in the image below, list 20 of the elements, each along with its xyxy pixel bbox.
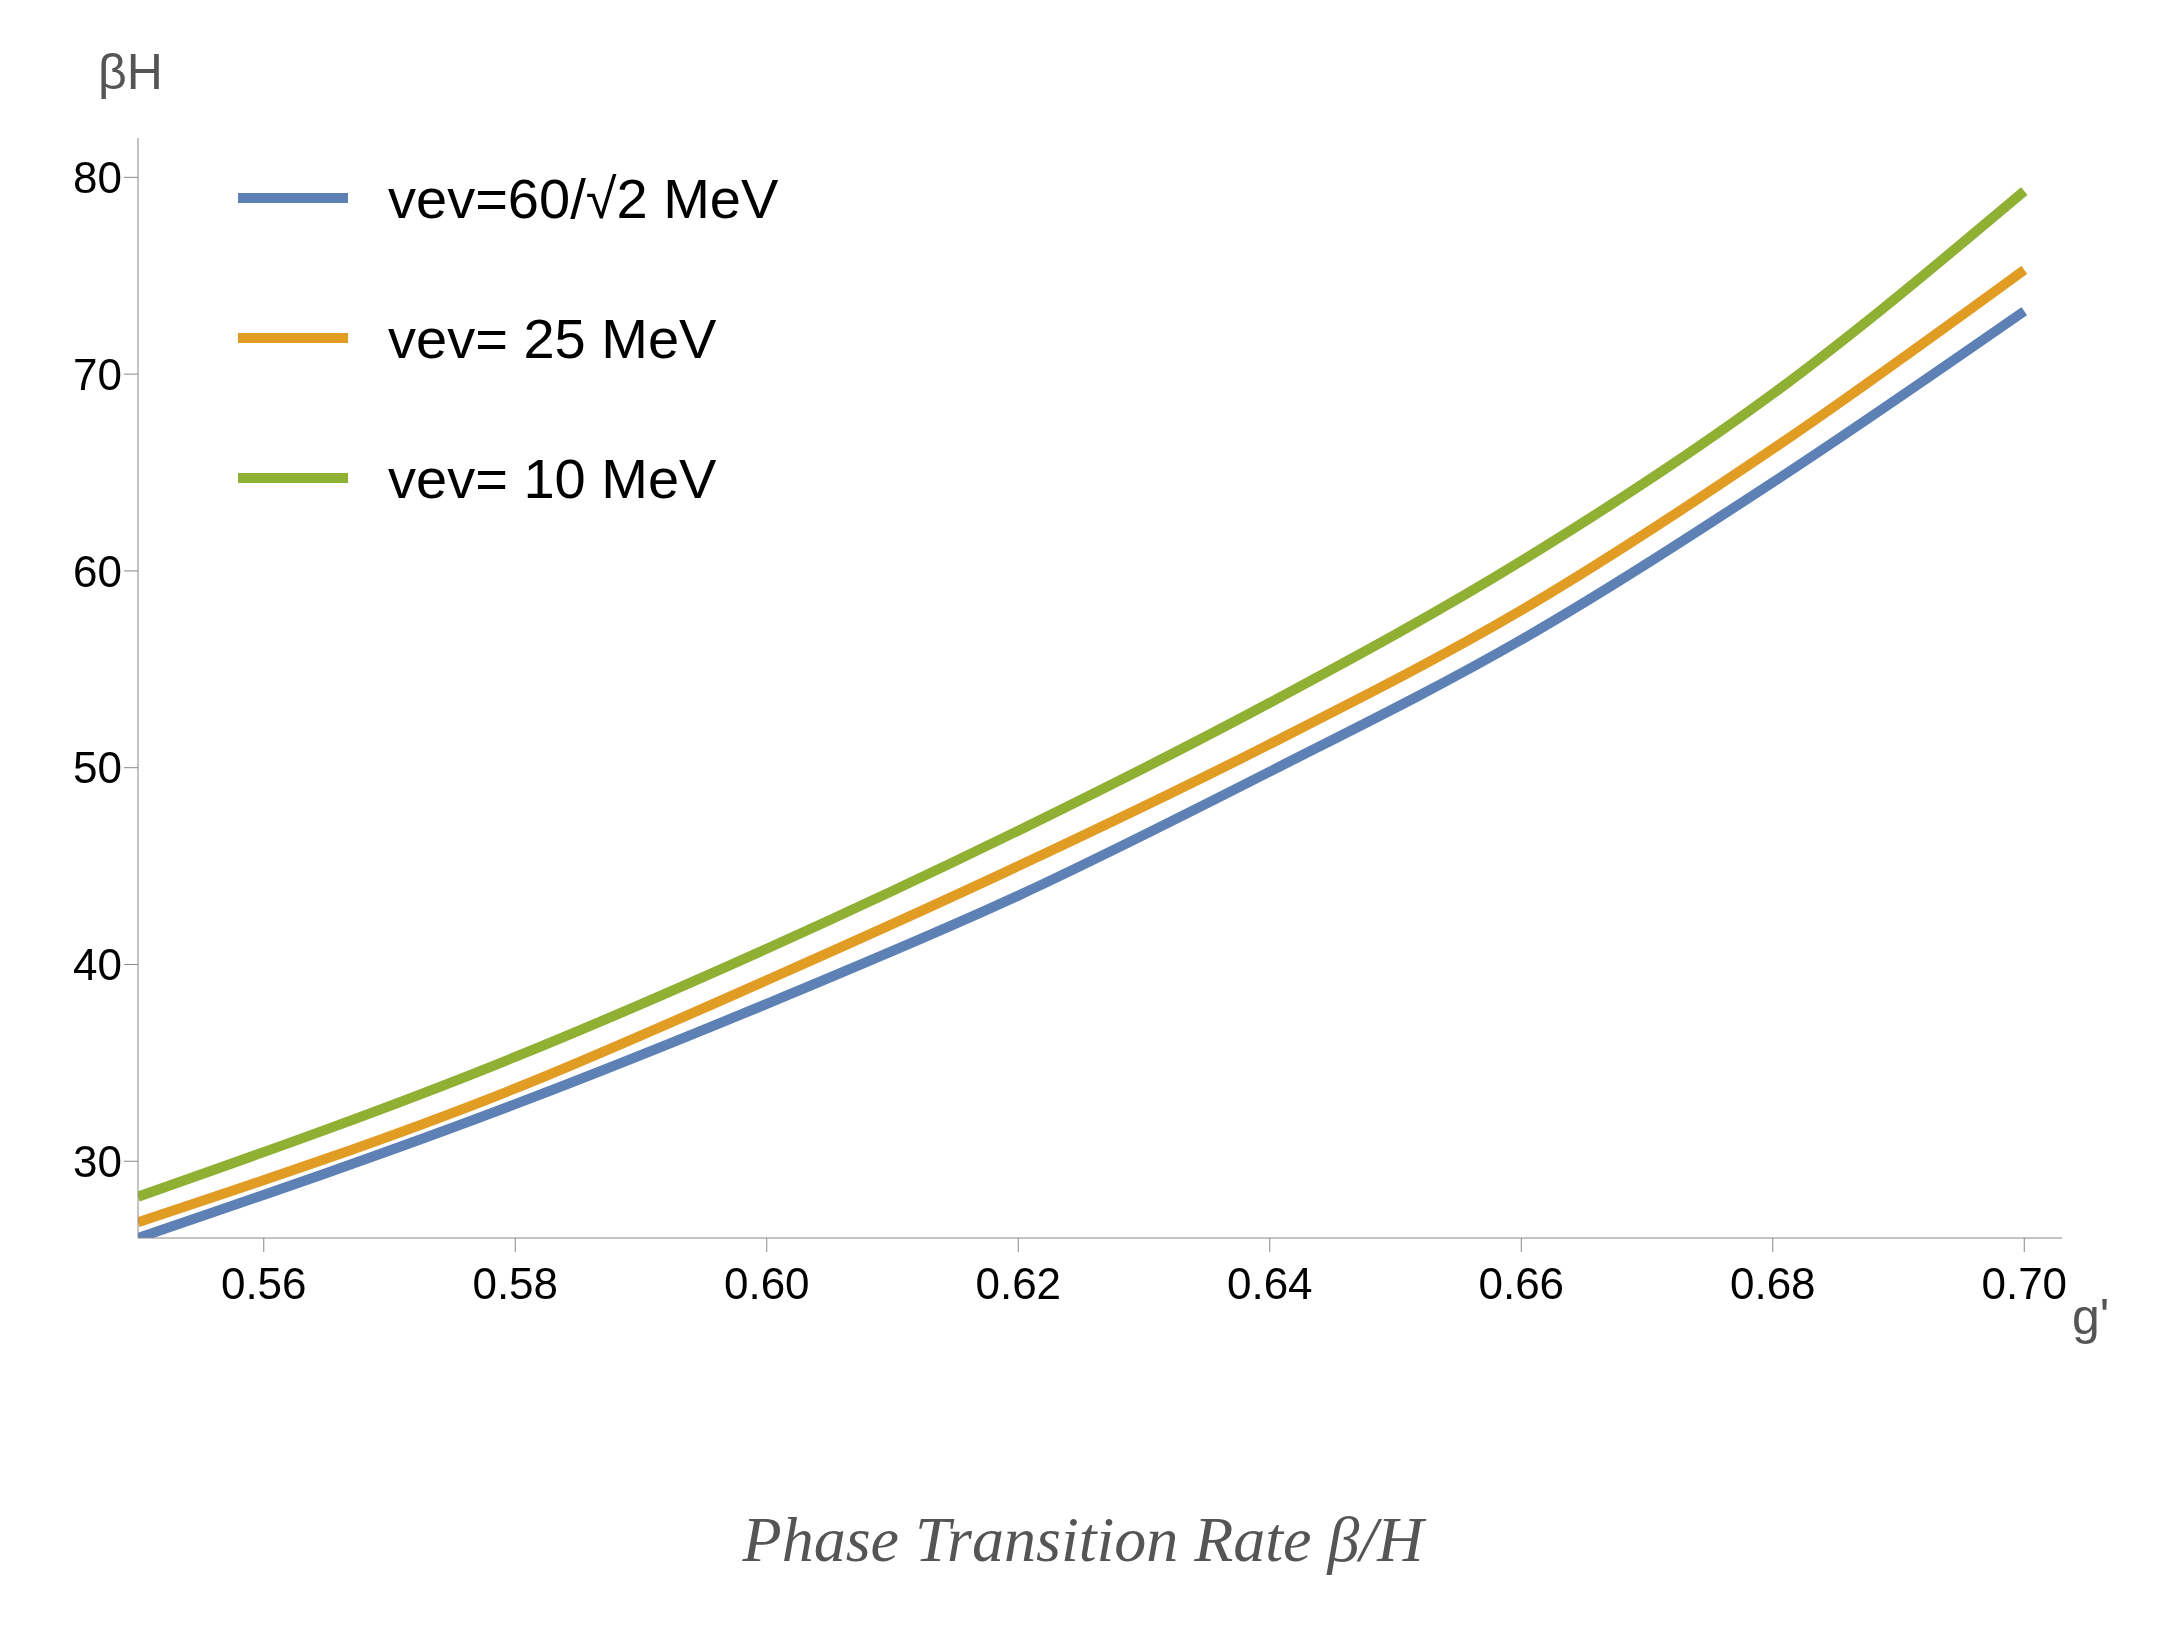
x-tick-label: 0.56 [220, 1259, 307, 1309]
y-axis-title: βH [98, 43, 163, 101]
x-tick-label: 0.60 [723, 1259, 810, 1309]
x-tick-label: 0.68 [1729, 1259, 1816, 1309]
legend-label: vev=60/√2 MeV [388, 165, 779, 231]
x-tick-label: 0.66 [1478, 1259, 1565, 1309]
legend-label: vev= 25 MeV [388, 305, 717, 371]
y-tick-label: 60 [73, 546, 122, 596]
y-tick-label: 50 [73, 743, 122, 793]
x-tick-label: 0.70 [1981, 1259, 2068, 1309]
y-tick-label: 30 [73, 1136, 122, 1186]
y-tick-label: 80 [73, 152, 122, 202]
x-tick-label: 0.62 [975, 1259, 1062, 1309]
text: Phase Transition Rate β/H [741, 1503, 1428, 1577]
x-tick-label: 0.64 [1226, 1259, 1313, 1309]
y-tick-label: 40 [73, 940, 122, 990]
x-axis-title: g' [2072, 1288, 2110, 1346]
legend-label: vev= 10 MeV [388, 445, 717, 511]
y-tick-label: 70 [73, 349, 122, 399]
x-tick-label: 0.58 [472, 1259, 559, 1309]
